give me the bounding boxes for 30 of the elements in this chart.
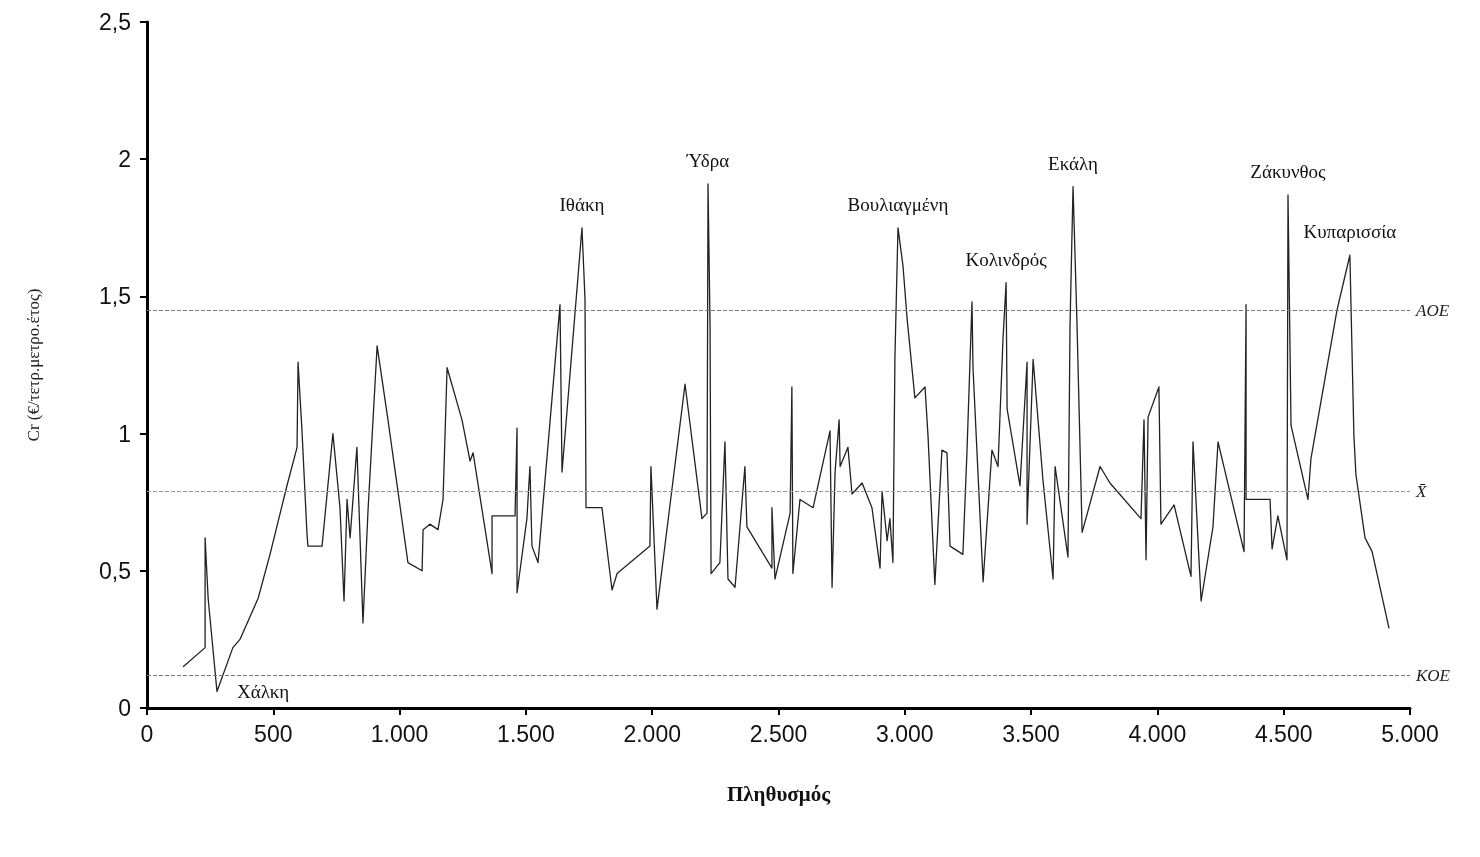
x-tick-label: 3.500 [1002, 720, 1060, 747]
annotation: Ιθάκη [559, 193, 605, 215]
y-tick-label: 1 [118, 420, 131, 447]
y-axis-title: Cr (€/τετρ.μετρο.έτος) [24, 288, 43, 442]
annotation: Βουλιαγμένη [847, 193, 949, 215]
x-tick-label: 2.000 [623, 720, 681, 747]
ref-line-label: X̄ [1415, 481, 1427, 501]
x-tick-label: 500 [254, 720, 293, 747]
annotation: Κολινδρός [965, 248, 1048, 270]
x-axis-title: Πληθυσμός [726, 781, 832, 806]
annotation: Εκάλη [1048, 152, 1099, 174]
y-tick-label: 1,5 [99, 283, 131, 310]
x-tick-label: 1.000 [370, 720, 429, 747]
annotation: Ζάκυνθος [1250, 160, 1327, 182]
ref-line-label: KOE [1415, 665, 1451, 685]
y-tick-label: 0 [118, 695, 131, 721]
x-tick-label: 2.500 [749, 720, 808, 747]
annotation: Ύδρα [685, 149, 730, 171]
x-tick-label: 1.500 [497, 720, 555, 747]
y-tick-label: 2,5 [99, 9, 131, 35]
annotation: Χάλκη [236, 681, 290, 703]
x-tick-label: 0 [140, 720, 154, 747]
x-tick-label: 5.000 [1381, 720, 1439, 747]
x-tick-label: 3.000 [876, 720, 934, 747]
annotation: Κυπαρισσία [1303, 221, 1397, 243]
y-tick-label: 0,5 [99, 557, 131, 584]
x-tick-label: 4.500 [1254, 720, 1313, 747]
y-tick-label: 2 [118, 146, 131, 173]
ref-line-label: AOE [1415, 300, 1450, 320]
x-tick-label: 4.000 [1128, 720, 1187, 747]
